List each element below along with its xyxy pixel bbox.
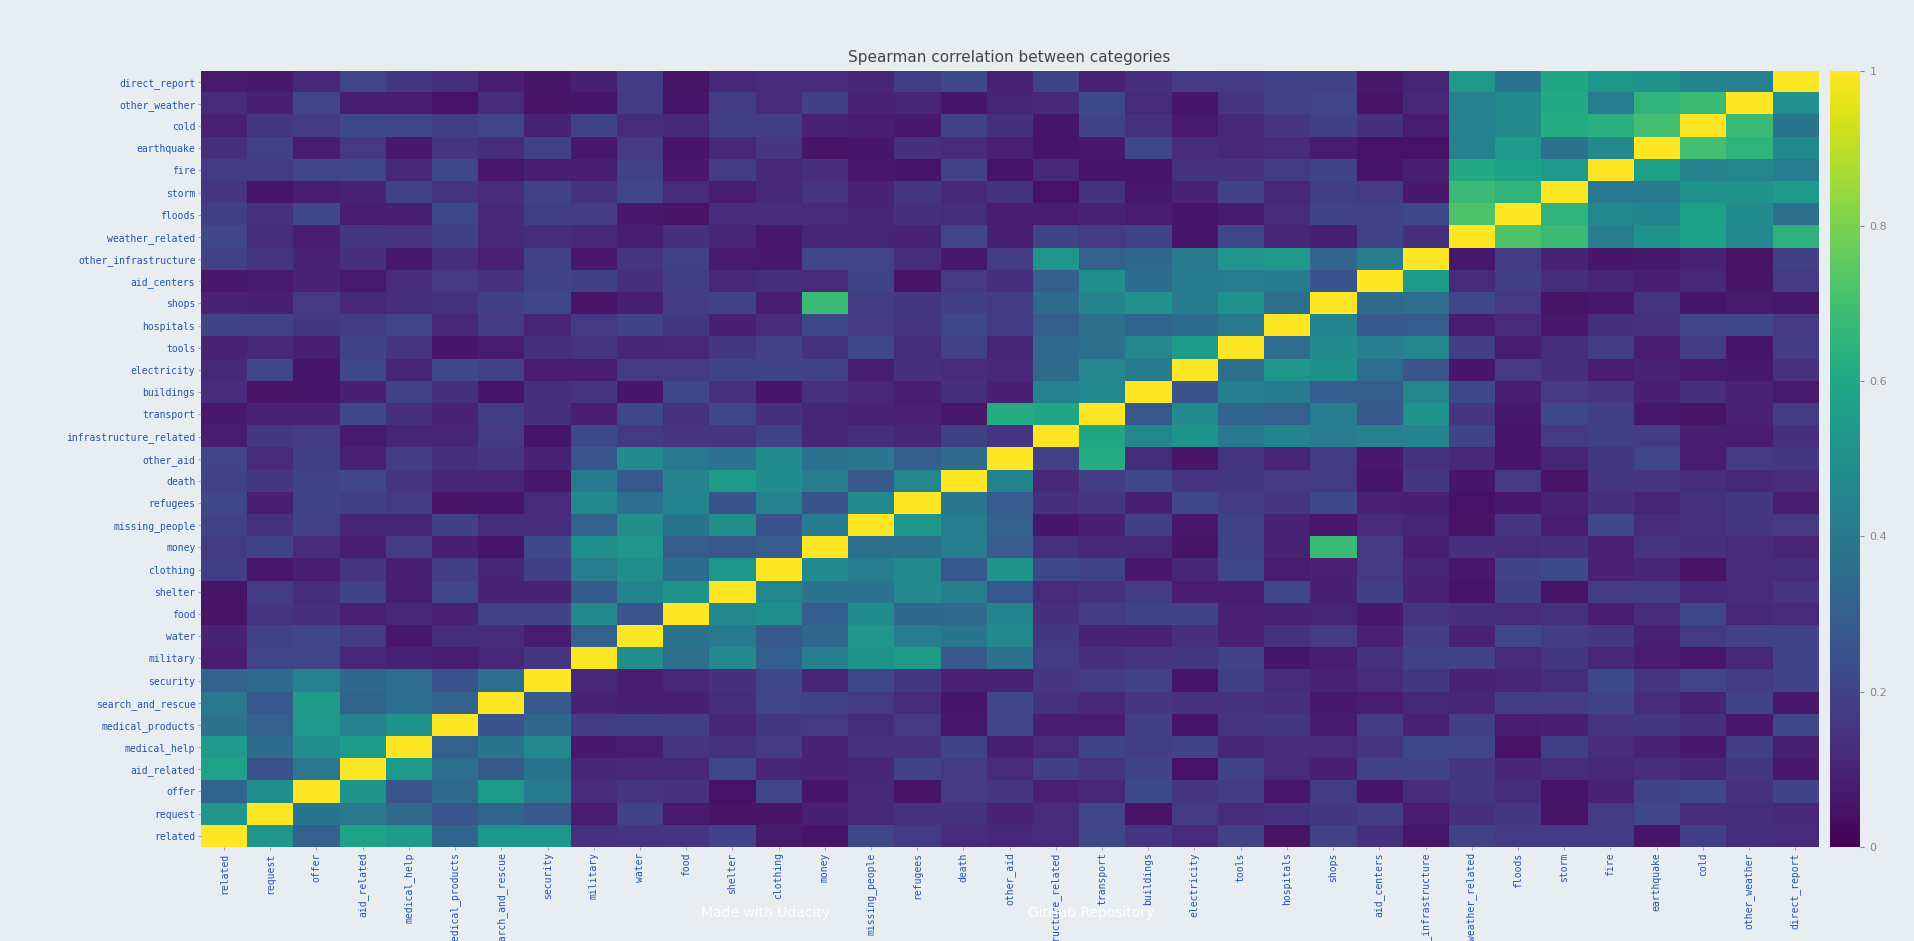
Title: Spearman correlation between categories: Spearman correlation between categories <box>848 50 1171 65</box>
Text: GitHub Repository: GitHub Repository <box>1028 906 1154 920</box>
Text: Made with Udacity: Made with Udacity <box>701 906 831 920</box>
